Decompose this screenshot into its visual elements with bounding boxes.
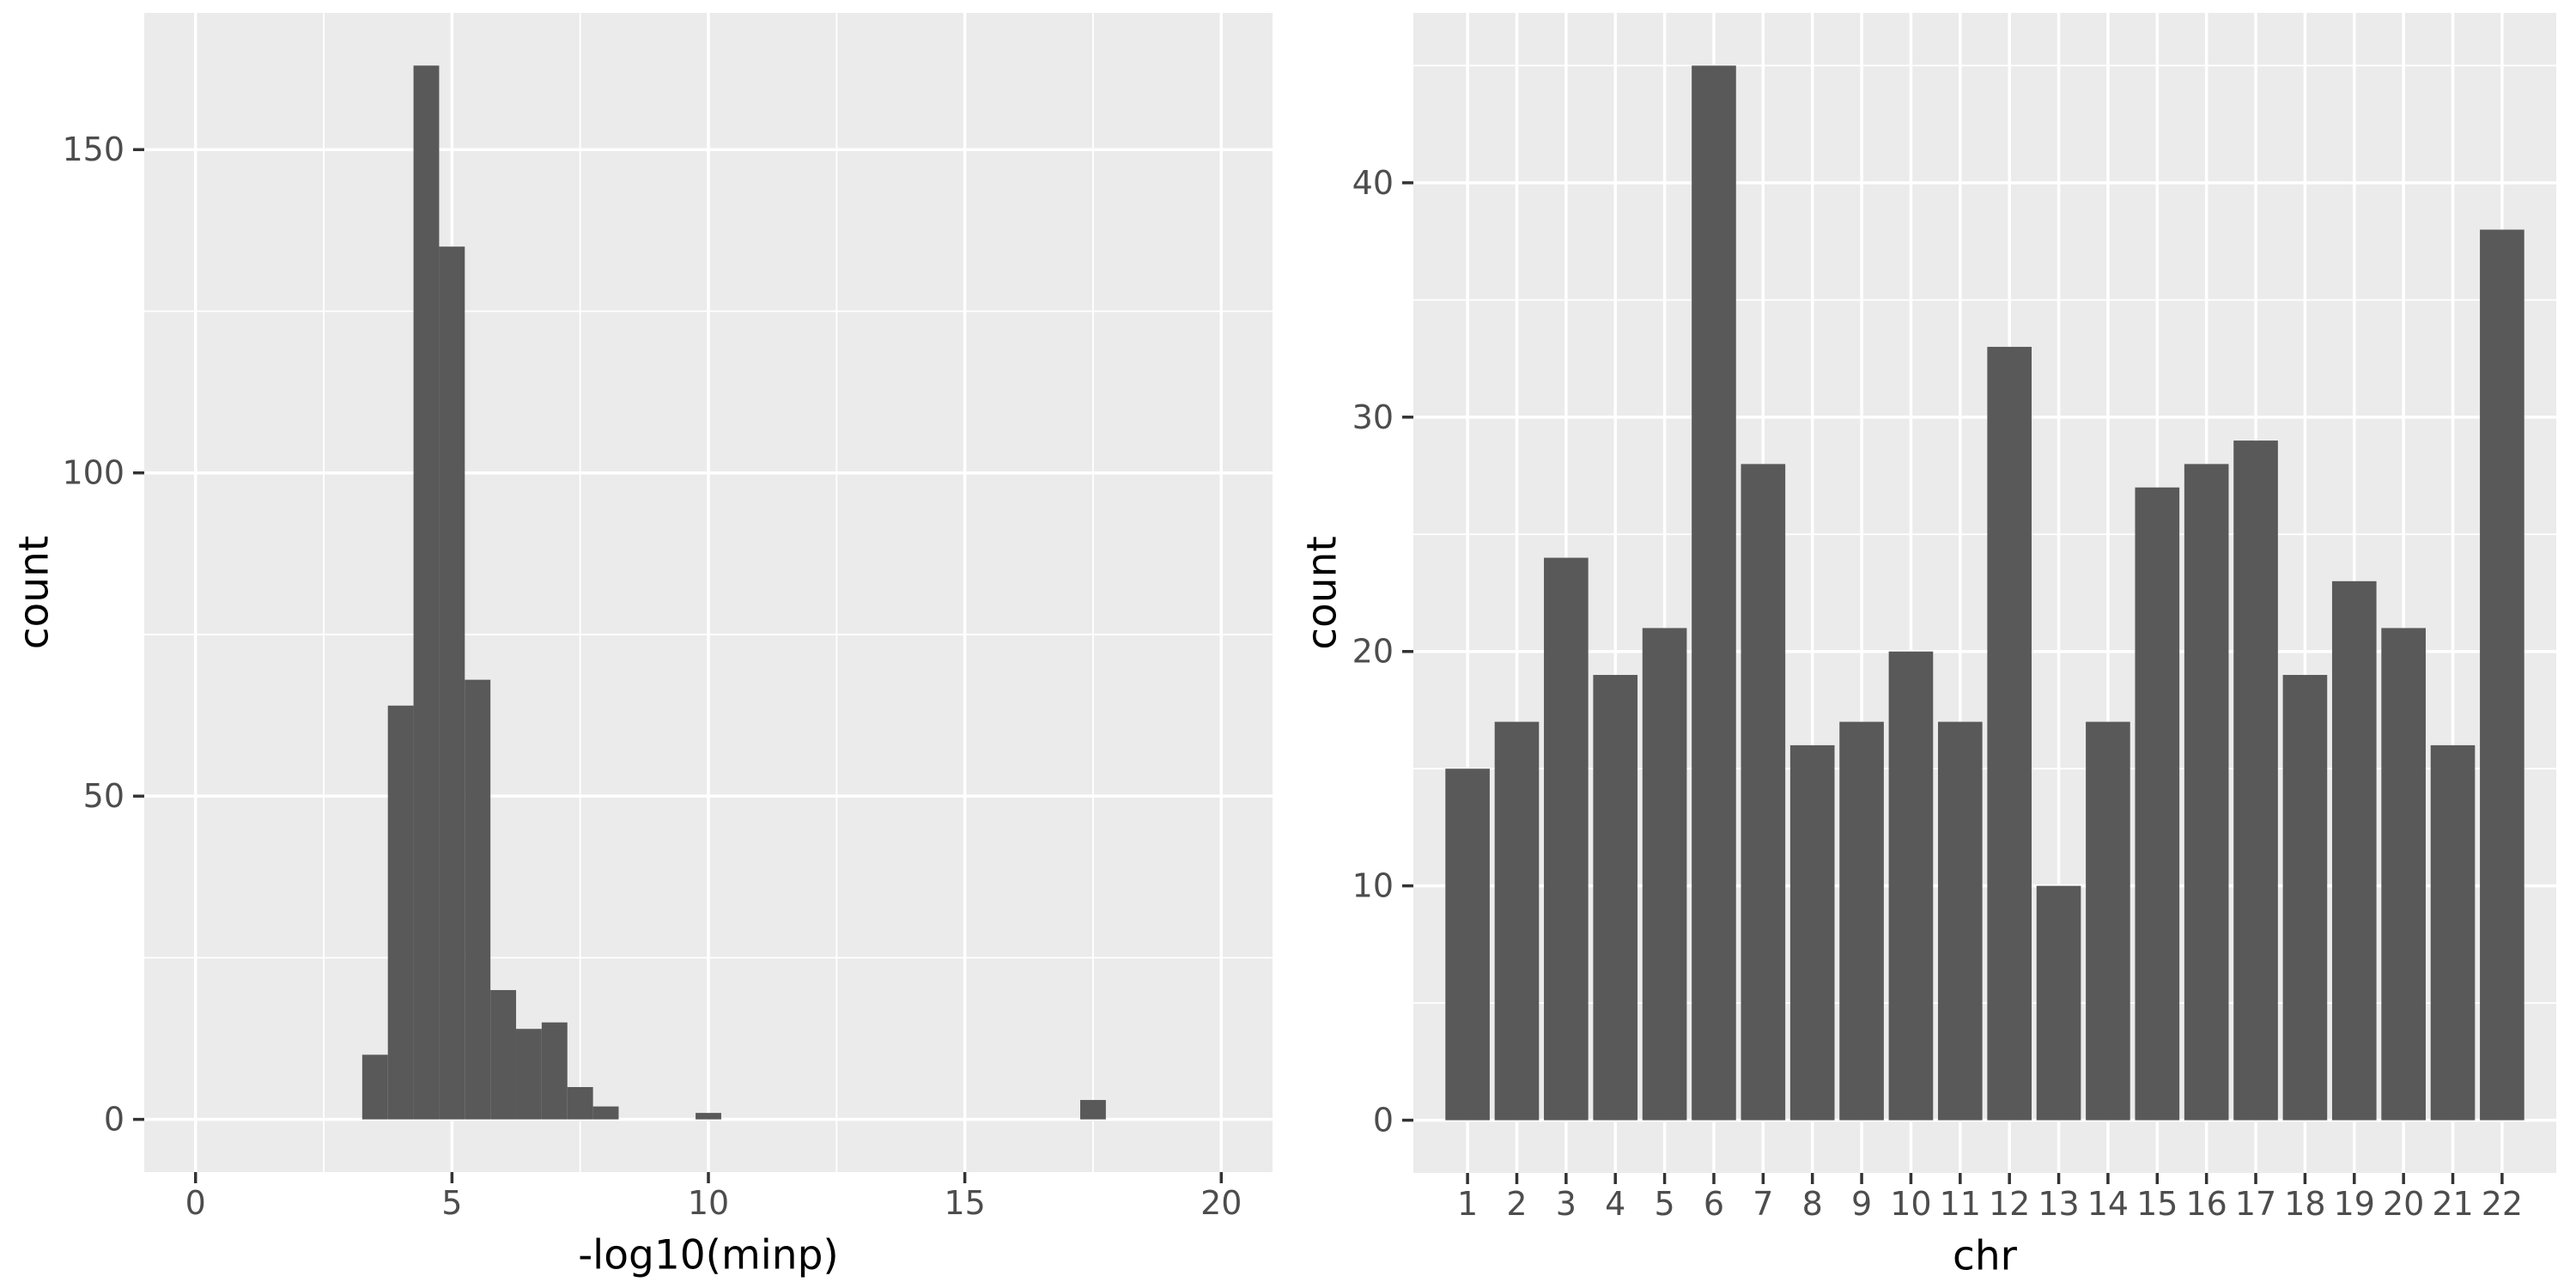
bar: [1888, 651, 1934, 1121]
chart-minp-histogram: 0 50 100 150 0 5 10 15 20 -log10(minp) count: [11, 13, 1273, 1279]
chart-chr-barplot: 0 10 20 30 40 1 2 3 4 5 6 7 8 9 10 11 12 13 14 15 16 17 18 19 20…: [1288, 0, 2576, 1288]
y-tick-label: 10: [1352, 867, 1394, 905]
bar: [541, 1022, 568, 1120]
bar: [1937, 721, 1983, 1121]
x-tick-label: 20: [2383, 1185, 2424, 1223]
x-tick-label: 13: [2038, 1185, 2079, 1223]
x-tick-label: 5: [1654, 1185, 1674, 1223]
y-tick-label: 50: [83, 777, 125, 815]
bar: [490, 990, 517, 1120]
bar: [696, 1113, 721, 1120]
bar: [1080, 1100, 1106, 1120]
y-tick-label: 20: [1352, 633, 1394, 671]
bar: [592, 1106, 619, 1120]
y-tick-label: 0: [104, 1101, 125, 1139]
bar: [2331, 580, 2377, 1121]
x-tick-label: 14: [2087, 1185, 2129, 1223]
x-tick-label: 3: [1556, 1185, 1577, 1223]
x-tick-label: 15: [2136, 1185, 2178, 1223]
bar: [567, 1086, 593, 1120]
plot-minp-histogram: 0 50 100 150 0 5 10 15 20 -log10(minp) count: [11, 13, 1273, 1279]
y-axis-title: count: [1299, 536, 1346, 650]
bar: [439, 246, 465, 1120]
bar: [2381, 628, 2426, 1121]
bar: [2036, 885, 2081, 1121]
x-tick-label: 12: [1989, 1185, 2030, 1223]
x-tick-label: 0: [185, 1184, 206, 1222]
x-tick-label: 4: [1605, 1185, 1625, 1223]
x-tick-label: 1: [1457, 1185, 1478, 1223]
bar: [2135, 487, 2180, 1121]
x-tick-label: 7: [1753, 1185, 1773, 1223]
bar: [2184, 464, 2229, 1121]
bar: [1494, 721, 1540, 1121]
bar: [2282, 675, 2328, 1121]
y-tick-label: 0: [1373, 1102, 1394, 1139]
bar: [1544, 557, 1589, 1121]
bar: [387, 705, 414, 1120]
y-tick-label: 30: [1352, 398, 1394, 436]
y-axis-title: count: [11, 536, 58, 650]
bar: [413, 65, 440, 1120]
x-tick-label: 9: [1851, 1185, 1872, 1223]
bar: [1789, 744, 1835, 1121]
y-tick-label: 150: [62, 131, 125, 168]
x-tick-label: 16: [2185, 1185, 2227, 1223]
x-tick-label: 10: [688, 1184, 729, 1222]
x-axis-title: chr: [1953, 1233, 2018, 1280]
x-tick-label: 2: [1506, 1185, 1527, 1223]
bar: [2086, 721, 2130, 1121]
bar: [361, 1054, 388, 1120]
x-tick-label: 10: [1890, 1185, 1931, 1223]
x-tick-label: 5: [441, 1184, 462, 1222]
y-tick-label: 100: [62, 454, 125, 492]
bar: [1987, 346, 2032, 1121]
bar: [516, 1029, 542, 1120]
bar: [2233, 440, 2278, 1121]
x-tick-label: 19: [2334, 1185, 2375, 1223]
bar: [1839, 721, 1884, 1121]
x-tick-label: 11: [1940, 1185, 1981, 1223]
x-tick-label: 21: [2432, 1185, 2473, 1223]
x-tick-label: 17: [2235, 1185, 2276, 1223]
x-axis-title: -log10(minp): [578, 1232, 839, 1279]
bar: [1445, 769, 1490, 1121]
x-tick-label: 15: [944, 1184, 985, 1222]
bar: [1593, 675, 1638, 1121]
bar: [1642, 628, 1687, 1121]
bar: [2480, 229, 2524, 1121]
x-tick-label: 18: [2284, 1185, 2325, 1223]
bar: [1741, 464, 1786, 1121]
x-tick-label: 8: [1802, 1185, 1823, 1223]
x-tick-label: 20: [1200, 1184, 1242, 1222]
bar: [465, 679, 491, 1120]
x-tick-label: 22: [2482, 1185, 2523, 1223]
y-tick-label: 40: [1352, 164, 1394, 202]
x-tick-label: 6: [1704, 1185, 1724, 1223]
bar: [1692, 65, 1736, 1121]
bar: [2430, 744, 2476, 1121]
